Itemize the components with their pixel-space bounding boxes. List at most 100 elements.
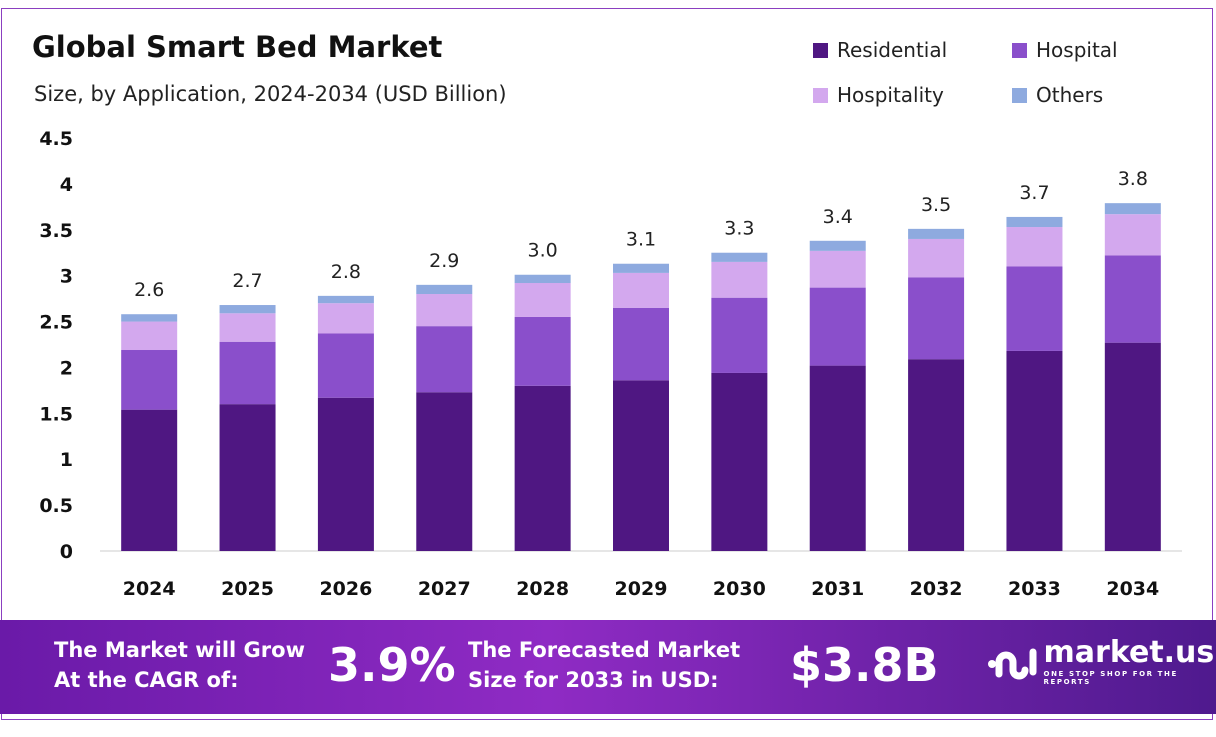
- forecast-label-line2: Size for 2033 in USD:: [468, 668, 719, 692]
- bar-segment-residential: [317, 397, 374, 551]
- bar-segment-hospitality: [809, 250, 866, 288]
- x-tick-label: 2026: [319, 578, 372, 600]
- bar-segment-others: [317, 295, 374, 304]
- legend-swatch: [813, 87, 828, 103]
- y-tick-label: 2.5: [39, 312, 73, 334]
- x-tick-label: 2033: [1008, 578, 1061, 600]
- legend-swatch: [1012, 87, 1027, 103]
- bar-segment-hospital: [514, 316, 571, 386]
- bar-segment-hospital: [317, 333, 374, 398]
- total-data-label: 3.1: [626, 229, 656, 251]
- bar-segment-residential: [809, 365, 866, 551]
- x-tick-label: 2024: [123, 578, 176, 600]
- y-tick-label: 2: [60, 357, 73, 379]
- bar-segment-residential: [711, 372, 768, 551]
- total-data-label: 2.9: [429, 250, 459, 272]
- bar-segment-hospital: [809, 287, 866, 366]
- legend-swatch: [1012, 42, 1027, 58]
- total-data-label: 3.4: [823, 206, 853, 228]
- bar-segment-residential: [121, 409, 178, 551]
- legend-hospital: Hospital: [1012, 38, 1118, 62]
- total-data-label: 2.6: [134, 279, 164, 301]
- bar-segment-others: [613, 263, 669, 273]
- total-data-label: 3.7: [1019, 182, 1049, 204]
- cagr-value: 3.9%: [328, 638, 456, 692]
- market-us-logo: market.us ONE STOP SHOP FOR THE REPORTS: [985, 638, 1216, 686]
- y-tick-label: 3: [60, 266, 73, 288]
- legend-label: Others: [1036, 83, 1104, 107]
- legend-label: Hospitality: [837, 83, 944, 107]
- logo-name: market.us: [1043, 635, 1215, 670]
- bar-segment-residential: [613, 380, 669, 551]
- legend-label: Hospital: [1036, 38, 1118, 62]
- bar-segment-hospitality: [219, 313, 276, 342]
- chart-title: Global Smart Bed Market: [32, 30, 443, 64]
- cagr-label-line1: The Market will Grow: [54, 638, 305, 662]
- bar-segment-others: [219, 305, 276, 314]
- forecast-label-line1: The Forecasted Market: [468, 638, 741, 662]
- bar-segment-hospital: [416, 326, 473, 393]
- logo-mark-icon: [988, 648, 1037, 680]
- total-data-label: 2.8: [331, 261, 361, 283]
- bar-segment-hospitality: [416, 294, 473, 327]
- bar-segment-others: [1006, 216, 1063, 228]
- bar-segment-residential: [908, 359, 965, 551]
- total-data-label: 3.5: [921, 194, 951, 216]
- total-data-label: 2.7: [232, 270, 262, 292]
- y-tick-label: 0.5: [39, 495, 73, 517]
- x-tick-label: 2030: [713, 578, 766, 600]
- total-data-label: 3.8: [1118, 168, 1148, 190]
- y-tick-label: 0: [60, 541, 73, 563]
- bar-segment-residential: [1104, 342, 1161, 551]
- bar-segment-others: [1104, 203, 1161, 215]
- cagr-label: The Market will Grow At the CAGR of:: [54, 635, 305, 695]
- legend-label: Residential: [837, 38, 948, 62]
- legend-residential: Residential: [813, 38, 947, 62]
- x-tick-label: 2034: [1106, 578, 1159, 600]
- y-tick-label: 4: [60, 174, 73, 196]
- bar-segment-residential: [514, 385, 571, 551]
- legend-others: Others: [1012, 83, 1103, 107]
- y-tick-label: 1: [60, 449, 73, 471]
- bar-segment-hospital: [908, 277, 965, 360]
- x-tick-label: 2028: [516, 578, 569, 600]
- legend-hospitality: Hospitality: [813, 83, 944, 107]
- bar-segment-hospitality: [514, 283, 571, 317]
- x-tick-label: 2025: [221, 578, 274, 600]
- forecast-label: The Forecasted Market Size for 2033 in US…: [468, 635, 740, 695]
- x-tick-label: 2027: [418, 578, 471, 600]
- bar-segment-others: [416, 284, 473, 295]
- bar-segment-hospitality: [1104, 214, 1161, 256]
- total-data-label: 3.3: [724, 218, 754, 240]
- legend-swatch: [813, 42, 828, 58]
- bar-segment-others: [121, 314, 178, 322]
- bar-segment-others: [908, 228, 965, 239]
- forecast-value: $3.8B: [790, 638, 939, 692]
- bar-segment-hospital: [121, 350, 178, 410]
- y-tick-label: 4.5: [39, 128, 73, 150]
- bar-chart: 0 0.5 1 1.5 2 2.5 3 3.5 4 4.5 2.6 2024 2.7 2025 2.8 202…: [39, 128, 1182, 600]
- bar-segment-hospitality: [1006, 227, 1063, 267]
- y-tick-label: 3.5: [39, 220, 73, 242]
- bar-segment-hospital: [1104, 255, 1161, 343]
- bar-segment-hospitality: [121, 321, 178, 351]
- chart-frame: [1, 8, 1213, 720]
- bar-segment-residential: [1006, 350, 1063, 551]
- bar-segment-others: [809, 240, 866, 251]
- total-data-label: 3.0: [528, 240, 558, 262]
- bar-segment-hospitality: [908, 238, 965, 278]
- bar-segment-hospitality: [613, 272, 669, 308]
- bar-segment-hospital: [1006, 266, 1063, 351]
- y-tick-label: 1.5: [39, 403, 73, 425]
- bar-segment-others: [711, 252, 768, 262]
- chart-subtitle: Size, by Application, 2024-2034 (USD Bil…: [34, 82, 507, 106]
- cagr-label-line2: At the CAGR of:: [54, 668, 239, 692]
- bar-segment-residential: [416, 392, 473, 551]
- bar-segment-hospitality: [711, 261, 768, 298]
- bar-segment-hospital: [711, 297, 768, 373]
- x-tick-label: 2029: [615, 578, 668, 600]
- footer-banner: The Market will Grow At the CAGR of: 3.9%…: [0, 620, 1216, 714]
- bar-segment-hospitality: [317, 303, 374, 334]
- x-tick-label: 2031: [811, 578, 864, 600]
- x-tick-label: 2032: [910, 578, 963, 600]
